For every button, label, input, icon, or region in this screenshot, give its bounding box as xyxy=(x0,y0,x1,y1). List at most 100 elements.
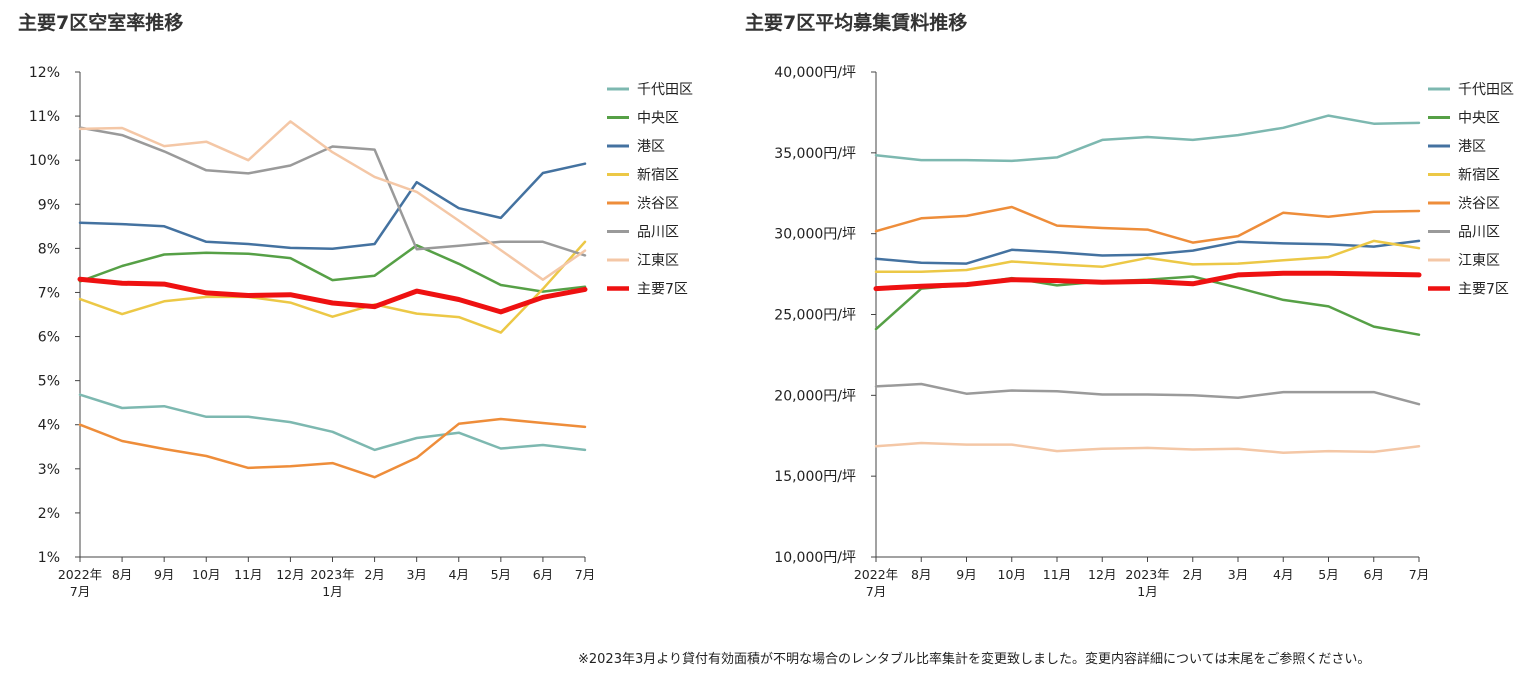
vacancy-x-tick-label: 4月 xyxy=(449,567,469,582)
rent-legend-label-6: 品川区 xyxy=(1458,225,1500,241)
vacancy-x-tick-label: 10月 xyxy=(192,567,220,582)
vacancy-series-line-6 xyxy=(78,126,587,257)
vacancy-y-tick-label: 12% xyxy=(29,65,60,81)
rent-series-line-6 xyxy=(874,382,1421,406)
vacancy-y-tick-label: 6% xyxy=(38,330,60,346)
vacancy-x-tick-line: 12月 xyxy=(276,567,304,582)
rent-x-tick-label: 2月 xyxy=(1183,567,1203,582)
vacancy-x-tick-line: 2月 xyxy=(364,567,384,582)
vacancy-series-line-7 xyxy=(78,120,587,281)
vacancy-series-line-5 xyxy=(78,417,587,479)
vacancy-series-line-8 xyxy=(77,276,588,315)
rent-legend-label-7: 江東区 xyxy=(1458,253,1500,269)
vacancy-legend-label-1: 千代田区 xyxy=(637,82,693,98)
vacancy-legend-label-7: 江東区 xyxy=(637,253,679,269)
rent-y-tick-label: 35,000円/坪 xyxy=(774,146,856,162)
chart-title-vacancy-rate: 主要7区空室率推移 xyxy=(18,12,184,34)
rent-x-tick-label: 12月 xyxy=(1088,567,1116,582)
vacancy-series-line-2 xyxy=(78,244,587,293)
average-rent-chart: 10,000円/坪 15,000円/坪 20,000円/坪 25,000円/坪 30,0… xyxy=(774,65,1514,599)
rent-x-tick-label: 2023年 1月 xyxy=(1125,567,1169,599)
vacancy-series-line-3 xyxy=(78,162,587,251)
rent-x-tick-label: 3月 xyxy=(1228,567,1248,582)
rent-series-line-8 xyxy=(873,270,1422,292)
vacancy-y-tick-label: 10% xyxy=(29,153,60,169)
rent-x-tick-label: 11月 xyxy=(1043,567,1071,582)
rent-x-tick-line: 2022年 xyxy=(854,567,898,582)
vacancy-x-tick-line: 9月 xyxy=(154,567,174,582)
vacancy-rate-chart: 1% 2% 3% 4% 5% 6% 7% 8% 9% 10% 11% 12% 2022年 7月 8月 9月 10… xyxy=(29,65,693,599)
vacancy-legend-label-6: 品川区 xyxy=(637,225,679,241)
rent-y-tick-label: 25,000円/坪 xyxy=(774,308,856,324)
vacancy-x-tick-label: 5月 xyxy=(491,567,511,582)
vacancy-x-tick-label: 8月 xyxy=(112,567,132,582)
rent-y-tick-label: 10,000円/坪 xyxy=(774,550,856,566)
vacancy-x-tick-line: 7月 xyxy=(575,567,595,582)
rent-legend-label-3: 港区 xyxy=(1458,139,1486,155)
vacancy-x-tick-line: 10月 xyxy=(192,567,220,582)
rent-series-line-3 xyxy=(874,239,1421,265)
rent-y-tick-label: 40,000円/坪 xyxy=(774,65,856,81)
rent-x-tick-label: 6月 xyxy=(1364,567,1384,582)
vacancy-y-tick-label: 5% xyxy=(38,374,60,390)
vacancy-y-tick-label: 3% xyxy=(38,462,60,478)
rent-x-tick-line: 3月 xyxy=(1228,567,1248,582)
vacancy-legend-label-3: 港区 xyxy=(637,139,665,155)
rent-x-tick-line: 11月 xyxy=(1043,567,1071,582)
vacancy-y-tick-label: 8% xyxy=(38,241,60,257)
vacancy-x-tick-label: 2022年 7月 xyxy=(58,567,102,599)
rent-legend-label-8: 主要7区 xyxy=(1458,282,1509,298)
rent-series-line-5 xyxy=(874,205,1421,244)
rent-x-tick-label: 10月 xyxy=(998,567,1026,582)
vacancy-series-line-1 xyxy=(78,393,587,452)
rent-y-tick-label: 30,000円/坪 xyxy=(774,227,856,243)
vacancy-y-tick-label: 2% xyxy=(38,506,60,522)
vacancy-x-tick-line: 6月 xyxy=(533,567,553,582)
vacancy-x-tick-line: 11月 xyxy=(234,567,262,582)
rent-y-tick-label: 15,000円/坪 xyxy=(774,469,856,485)
vacancy-x-tick-line: 3月 xyxy=(406,567,426,582)
vacancy-x-tick-label: 11月 xyxy=(234,567,262,582)
vacancy-x-tick-label: 12月 xyxy=(276,567,304,582)
vacancy-y-tick-label: 4% xyxy=(38,418,60,434)
rent-y-tick-label: 20,000円/坪 xyxy=(774,388,856,404)
rent-legend-label-5: 渋谷区 xyxy=(1458,196,1500,212)
rent-x-tick-label: 8月 xyxy=(911,567,931,582)
vacancy-x-tick-line: 8月 xyxy=(112,567,132,582)
rent-x-tick-line: 7月 xyxy=(1409,567,1429,582)
rent-x-tick-label: 9月 xyxy=(956,567,976,582)
vacancy-x-tick-label: 2月 xyxy=(364,567,384,582)
rent-x-tick-line: 7月 xyxy=(866,584,886,599)
rent-legend-label-2: 中央区 xyxy=(1458,111,1500,127)
rent-series-line-7 xyxy=(874,441,1421,454)
vacancy-y-tick-label: 9% xyxy=(38,197,60,213)
rent-series-line-1 xyxy=(874,114,1421,163)
rent-x-tick-label: 2022年 7月 xyxy=(854,567,898,599)
vacancy-x-tick-line: 2022年 xyxy=(58,567,102,582)
vacancy-x-tick-label: 7月 xyxy=(575,567,595,582)
chart-title-average-rent: 主要7区平均募集賃料推移 xyxy=(745,12,968,34)
rent-x-tick-line: 9月 xyxy=(956,567,976,582)
vacancy-legend-label-8: 主要7区 xyxy=(637,282,688,298)
rent-legend-label-4: 新宿区 xyxy=(1458,167,1500,184)
vacancy-series-line-4 xyxy=(78,240,587,334)
rent-x-tick-label: 4月 xyxy=(1273,567,1293,582)
rent-x-tick-line: 8月 xyxy=(911,567,931,582)
vacancy-x-tick-line: 7月 xyxy=(70,584,90,599)
vacancy-x-tick-label: 2023年 1月 xyxy=(310,567,354,599)
rent-x-tick-line: 12月 xyxy=(1088,567,1116,582)
vacancy-x-tick-line: 1月 xyxy=(322,584,342,599)
rent-x-tick-label: 7月 xyxy=(1409,567,1429,582)
rent-x-tick-line: 5月 xyxy=(1318,567,1338,582)
rent-x-tick-line: 4月 xyxy=(1273,567,1293,582)
vacancy-x-tick-label: 9月 xyxy=(154,567,174,582)
rent-series-line-4 xyxy=(874,239,1421,273)
vacancy-x-tick-line: 4月 xyxy=(449,567,469,582)
vacancy-y-tick-label: 7% xyxy=(38,285,60,301)
vacancy-legend-label-5: 渋谷区 xyxy=(637,196,679,212)
footnote: ※2023年3月より貸付有効面積が不明な場合のレンタブル比率集計を変更致しました… xyxy=(578,652,1371,667)
rent-x-tick-label: 5月 xyxy=(1318,567,1338,582)
vacancy-x-tick-line: 5月 xyxy=(491,567,511,582)
vacancy-legend-label-4: 新宿区 xyxy=(637,167,679,184)
vacancy-legend-label-2: 中央区 xyxy=(637,111,679,127)
